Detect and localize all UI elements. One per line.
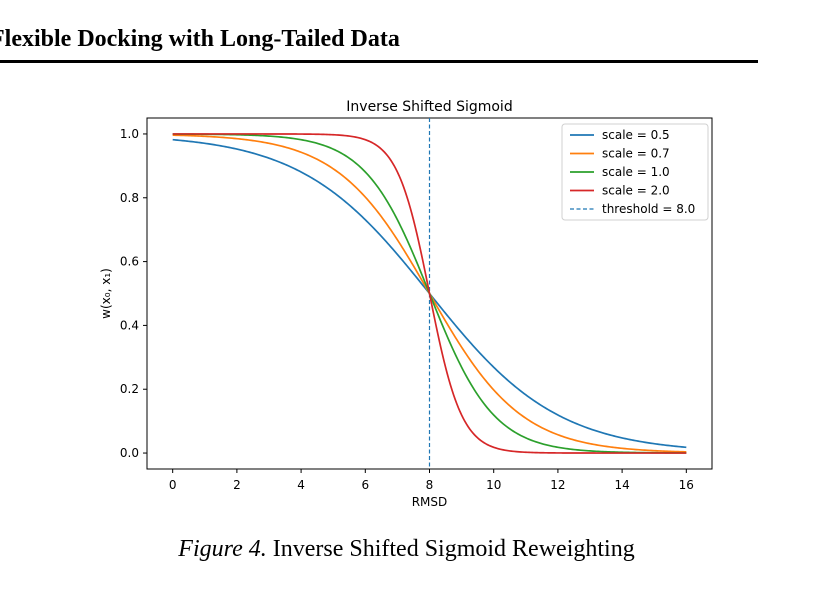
y-tick-label: 0.8	[120, 191, 139, 205]
paper-running-header: Flexible Docking with Long-Tailed Data	[0, 26, 400, 52]
y-tick-label: 0.6	[120, 255, 139, 269]
figure-caption-label: Figure 4.	[178, 536, 267, 562]
y-tick-label: 1.0	[120, 127, 139, 141]
figure-caption: Figure 4. Inverse Shifted Sigmoid Reweig…	[0, 536, 813, 563]
legend-label: scale = 2.0	[602, 184, 670, 198]
header-rule	[0, 60, 758, 63]
legend-box	[561, 123, 709, 221]
legend: scale = 0.5 scale = 0.7 scale = 1.0 scale =…	[561, 123, 709, 221]
x-tick-label: 8	[426, 478, 434, 492]
x-tick-label: 16	[679, 478, 694, 492]
x-tick-label: 14	[614, 478, 629, 492]
x-tick-label: 6	[361, 478, 369, 492]
legend-label: threshold = 8.0	[602, 202, 695, 216]
x-axis-label: RMSD	[412, 495, 448, 509]
legend-label: scale = 0.7	[602, 147, 670, 161]
y-tick-label: 0.0	[120, 446, 139, 460]
figure-caption-text: Inverse Shifted Sigmoid Reweighting	[272, 536, 635, 562]
y-tick-label: 0.2	[120, 382, 139, 396]
y-tick-label: 0.4	[120, 318, 139, 332]
y-axis-label: w(x₀, x₁)	[99, 268, 113, 319]
x-tick-label: 10	[486, 478, 501, 492]
x-tick-label: 2	[233, 478, 241, 492]
chart-title: Inverse Shifted Sigmoid	[346, 99, 512, 115]
x-tick-label: 4	[297, 478, 305, 492]
x-tick-label: 0	[169, 478, 177, 492]
x-tick-label: 12	[550, 478, 565, 492]
legend-label: scale = 1.0	[602, 165, 670, 179]
series-line-4	[172, 133, 687, 454]
legend-label: scale = 0.5	[602, 128, 670, 142]
